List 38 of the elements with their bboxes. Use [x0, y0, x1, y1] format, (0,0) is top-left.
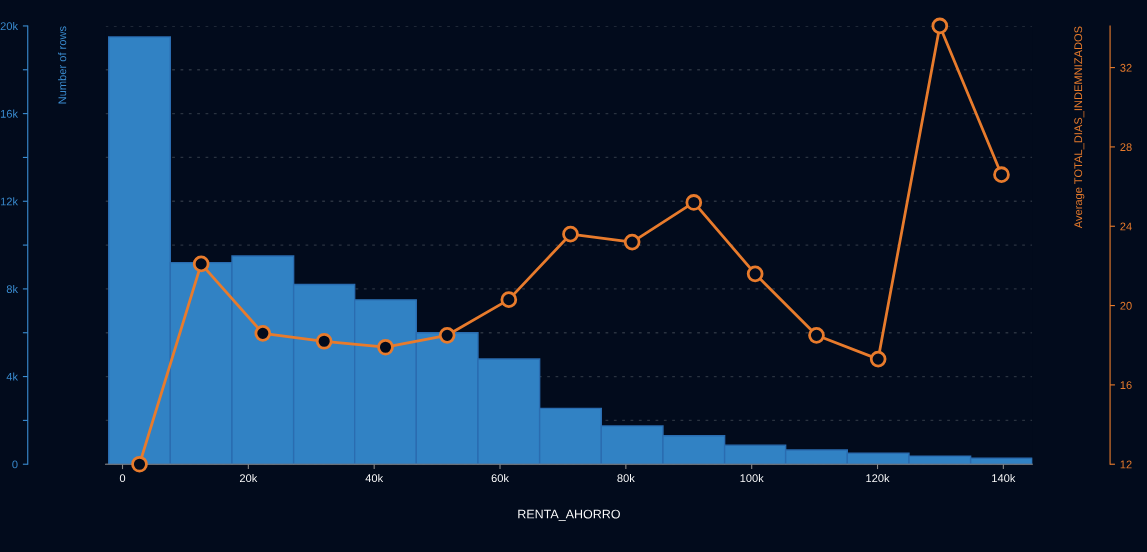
y2-tick-label: 32 — [1120, 63, 1132, 72]
x-tick-label: 120k — [866, 473, 890, 483]
point — [192, 255, 210, 273]
x-tick-label: 40k — [365, 473, 384, 483]
y-tick-label: 20k — [0, 21, 19, 31]
point — [685, 194, 703, 211]
x-tick-label: 140k — [992, 473, 1016, 483]
point — [746, 265, 764, 283]
x-tick-label: 60k — [491, 473, 509, 483]
point — [438, 326, 456, 344]
y-tick-label: 12k — [0, 197, 19, 206]
point — [623, 233, 641, 251]
y2-axis-title: Average TOTAL_DIAS_INDEMNIZADOS — [1074, 26, 1085, 229]
y2-tick-label: 20 — [1120, 301, 1132, 310]
point — [315, 332, 333, 350]
point — [931, 17, 949, 35]
x-tick-label: 100k — [740, 473, 764, 483]
y-tick-label: 0 — [12, 460, 18, 469]
point — [808, 326, 825, 344]
y2-tick-label: 28 — [1120, 143, 1132, 152]
y-tick-label: 8k — [6, 284, 19, 294]
x-tick-label: 0 — [119, 474, 126, 483]
x-tick-label: 80k — [617, 473, 635, 483]
x-axis-title: RENTA_AHORRO — [518, 509, 620, 521]
point — [562, 225, 579, 243]
point — [869, 350, 887, 368]
x-tick-label: 20k — [239, 473, 258, 483]
y-axis-title: Number of rows — [58, 26, 67, 104]
y2-tick-label: 16 — [1120, 381, 1132, 390]
y-tick-label: 16k — [0, 109, 19, 118]
y-tick-label: 4k — [6, 372, 19, 381]
point — [254, 325, 272, 342]
point — [500, 291, 518, 308]
y2-tick-label: 12 — [1120, 460, 1132, 469]
point — [993, 166, 1010, 184]
y2-tick-label: 24 — [1120, 222, 1132, 231]
point — [131, 455, 148, 473]
point — [377, 338, 394, 356]
